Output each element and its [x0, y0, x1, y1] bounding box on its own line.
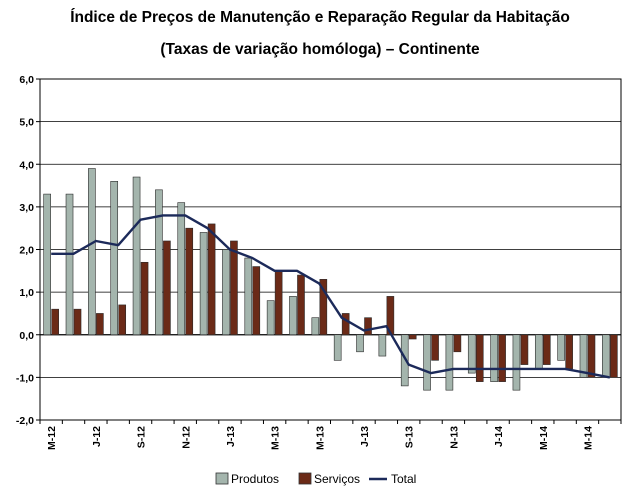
legend-label-produtos: Produtos: [231, 472, 279, 486]
servicos-bar: [565, 334, 573, 370]
servicos-bar: [364, 317, 372, 336]
servicos-bar: [207, 223, 216, 336]
produtos-bar: [311, 317, 320, 336]
x-tick-label: M-14: [583, 426, 595, 450]
produtos-bar: [333, 334, 342, 361]
servicos-bar: [230, 240, 238, 336]
servicos-bar: [118, 304, 127, 336]
servicos-bar: [587, 334, 596, 378]
y-tick-label: 0,0: [19, 330, 34, 342]
legend: Produtos Serviços Total: [215, 472, 416, 486]
servicos-bar: [274, 270, 283, 336]
produtos-bar: [579, 334, 588, 378]
x-tick-label: J-13: [359, 426, 371, 447]
x-tick-label: M-12: [46, 426, 58, 450]
produtos-bar: [378, 334, 387, 357]
x-tick-label: M-14: [538, 426, 550, 450]
y-tick-label: -1,0: [16, 372, 34, 384]
servicos-bar: [498, 334, 506, 382]
servicos-bar: [542, 334, 551, 365]
x-tick-label: J-12: [91, 426, 103, 447]
servicos-bar: [297, 274, 305, 336]
x-tick-label: N-13: [448, 426, 460, 449]
legend-swatch-servicos: [298, 472, 312, 485]
bar-layer: [43, 168, 618, 391]
y-tick-label: -2,0: [16, 415, 34, 427]
produtos-bar: [557, 334, 565, 361]
total-line: [51, 214, 611, 379]
servicos-bar: [140, 261, 149, 336]
x-tick-label: N-12: [180, 426, 192, 449]
line-layer: [51, 214, 611, 379]
produtos-bar: [110, 181, 119, 336]
x-tick-label: M-13: [314, 426, 326, 450]
y-tick-label: 2,0: [19, 245, 34, 257]
servicos-bar: [431, 334, 439, 361]
produtos-bar: [43, 193, 51, 336]
produtos-bar: [534, 334, 543, 370]
y-tick-label: 5,0: [19, 117, 34, 129]
x-tick-label: M-13: [270, 426, 282, 450]
servicos-bar: [610, 334, 618, 378]
legend-label-total: Total: [391, 472, 416, 486]
produtos-bar: [512, 334, 521, 391]
axis-layer: 6,0 5,0 4,0 3,0 2,0 1,0 0,0 -1,0 -2,0 M-12 J-12 S-1…: [16, 74, 622, 450]
x-tick-label: J-14: [493, 426, 505, 447]
produtos-bar: [602, 334, 610, 378]
produtos-bar: [400, 334, 409, 387]
produtos-bar: [155, 189, 163, 336]
x-tick-label: S-12: [136, 426, 148, 448]
servicos-bar: [252, 266, 261, 336]
produtos-bar: [132, 176, 141, 336]
x-tick-label: J-13: [225, 426, 237, 447]
servicos-bar: [319, 279, 328, 336]
produtos-bar: [222, 249, 230, 336]
produtos-bar: [289, 296, 297, 336]
y-tick-label: 6,0: [19, 74, 34, 86]
produtos-bar: [490, 334, 498, 382]
produtos-bar: [244, 257, 253, 336]
produtos-bar: [199, 232, 208, 336]
servicos-bar: [520, 334, 529, 365]
x-tick-label: S-13: [404, 426, 416, 448]
produtos-bar: [88, 168, 96, 336]
servicos-bar: [341, 313, 350, 336]
produtos-bar: [356, 334, 364, 353]
y-tick-label: 4,0: [19, 159, 34, 171]
servicos-bar: [475, 334, 484, 382]
servicos-bar: [51, 308, 59, 336]
servicos-bar: [408, 334, 417, 340]
produtos-bar: [177, 202, 186, 336]
servicos-bar: [73, 308, 82, 336]
produtos-bar: [423, 334, 431, 391]
chart-title: Índice de Preços de Manutenção e Reparaç…: [70, 9, 570, 26]
legend-swatch-produtos: [215, 472, 229, 485]
servicos-bar: [163, 240, 171, 336]
servicos-bar: [96, 313, 104, 336]
y-tick-label: 3,0: [19, 202, 34, 214]
chart-subtitle: (Taxas de variação homóloga) – Continent…: [160, 41, 480, 58]
produtos-bar: [65, 193, 74, 336]
legend-label-servicos: Serviços: [314, 472, 360, 486]
produtos-bar: [445, 334, 454, 391]
produtos-bar: [467, 334, 476, 374]
servicos-bar: [453, 334, 462, 353]
y-tick-label: 1,0: [19, 287, 34, 299]
servicos-bar: [185, 227, 194, 336]
produtos-bar: [266, 300, 275, 336]
